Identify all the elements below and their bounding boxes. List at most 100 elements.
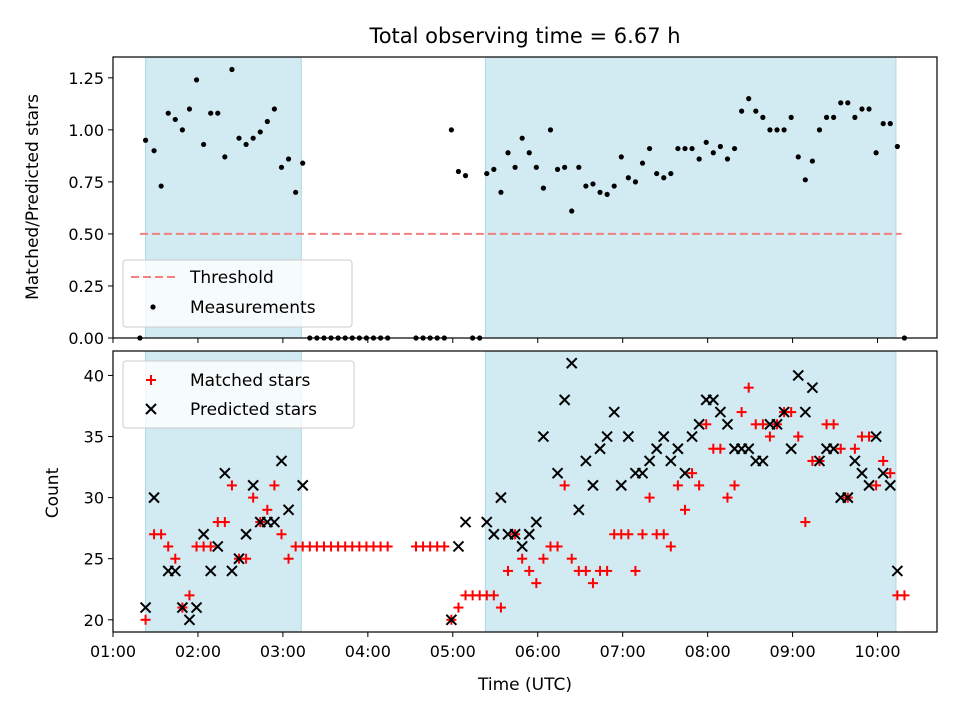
measurement-point	[809, 158, 816, 164]
legend-predicted-swatch	[145, 403, 157, 415]
measurement-point	[257, 129, 263, 135]
measurement-point	[484, 170, 490, 177]
matched-stars-point	[849, 443, 860, 454]
figure-title: Total observing time = 6.67 h	[368, 24, 680, 48]
predicted-stars-stroke	[679, 467, 691, 479]
matched-stars-point	[757, 419, 768, 430]
predicted-stars-stroke	[778, 406, 790, 418]
predicted-stars-point	[212, 540, 224, 553]
y-tick-label: 40	[84, 366, 104, 385]
y-tick-label: 35	[84, 428, 104, 447]
measurement-point	[576, 164, 582, 170]
predicted-stars-point	[863, 479, 875, 492]
measurement-point	[845, 100, 851, 106]
predicted-stars-stroke	[643, 455, 656, 467]
predicted-stars-point	[849, 455, 861, 467]
measurement-point	[781, 127, 787, 133]
matched-stars-point	[262, 504, 273, 515]
measurement-point	[689, 145, 695, 152]
measurement-point	[142, 137, 149, 143]
predicted-stars-stroke	[268, 516, 281, 528]
predicted-stars-stroke	[558, 394, 571, 406]
measurement-point	[668, 170, 674, 177]
measurement-point	[583, 183, 589, 189]
matched-stars-point	[687, 468, 698, 479]
matched-stars-point	[878, 455, 889, 466]
predicted-stars-point	[204, 565, 217, 577]
predicted-stars-stroke	[636, 467, 649, 479]
predicted-stars-stroke	[212, 540, 224, 553]
predicted-stars-point	[558, 394, 571, 406]
predicted-stars-stroke	[771, 418, 783, 431]
measurement-point	[201, 141, 207, 148]
bottom-y-axis-label: Count	[43, 467, 63, 518]
y-tick-label: 0.00	[68, 329, 104, 348]
predicted-stars-point	[169, 565, 182, 577]
measurement-point	[802, 177, 808, 183]
predicted-stars-point	[721, 418, 734, 431]
predicted-stars-stroke	[240, 528, 252, 540]
predicted-stars-point	[247, 479, 259, 492]
measurement-point	[293, 189, 299, 195]
measurement-point	[590, 181, 596, 187]
measurement-point	[264, 118, 270, 125]
predicted-stars-stroke	[884, 479, 896, 492]
matched-stars-point	[800, 517, 811, 528]
predicted-stars-point	[658, 430, 670, 443]
predicted-stars-point	[643, 455, 656, 467]
predicted-stars-stroke	[197, 528, 210, 540]
predicted-stars-point	[537, 430, 550, 443]
predicted-stars-stroke	[608, 406, 620, 418]
matched-stars-point	[672, 480, 683, 491]
predicted-stars-stroke	[190, 601, 203, 614]
matched-stars-point	[644, 492, 655, 503]
measurement-point	[767, 127, 773, 133]
measurement-point	[569, 208, 575, 214]
predicted-stars-stroke	[877, 467, 889, 479]
measurement-point	[462, 173, 469, 179]
predicted-stars-stroke	[813, 455, 826, 467]
predicted-stars-stroke	[537, 430, 550, 443]
predicted-stars-stroke	[282, 504, 295, 516]
measurement-point	[222, 154, 228, 160]
x-tick-label: 06:00	[515, 642, 561, 661]
predicted-stars-stroke	[806, 381, 819, 394]
matched-stars-point	[552, 541, 563, 552]
measurement-point	[859, 106, 865, 112]
predicted-stars-point	[891, 565, 904, 577]
predicted-stars-point	[459, 516, 472, 528]
predicted-stars-stroke	[459, 516, 472, 528]
predicted-stars-stroke	[226, 565, 238, 577]
predicted-stars-stroke	[573, 504, 585, 516]
measurement-point	[774, 127, 780, 133]
matched-stars-point	[743, 382, 754, 393]
matched-stars-point	[580, 565, 591, 576]
axes-frame	[112, 56, 938, 339]
predicted-stars-stroke	[233, 552, 245, 565]
predicted-stars-stroke	[650, 443, 663, 455]
measurement-point	[746, 96, 752, 102]
predicted-stars-point	[226, 565, 238, 577]
measurement-point	[788, 114, 794, 120]
predicted-stars-point	[856, 467, 868, 479]
predicted-stars-stroke	[799, 406, 812, 418]
predicted-stars-point	[757, 455, 769, 467]
predicted-stars-stroke	[870, 430, 882, 443]
measurement-point	[654, 170, 660, 177]
predicted-stars-stroke	[488, 528, 500, 540]
predicted-stars-point	[566, 357, 578, 369]
measurement-point	[682, 145, 688, 152]
x-tick-label: 07:00	[600, 642, 646, 661]
legend-measurement-swatch	[150, 304, 156, 310]
predicted-stars-point	[481, 516, 493, 528]
predicted-stars-point	[714, 406, 727, 418]
measurement-point	[696, 156, 702, 162]
predicted-stars-stroke	[530, 516, 543, 528]
predicted-stars-point	[445, 614, 458, 626]
legend-box	[122, 360, 355, 429]
legend-predicted-label: Predicted stars	[190, 400, 317, 420]
predicted-stars-stroke	[169, 565, 182, 577]
predicted-stars-point	[870, 430, 882, 443]
predicted-stars-point	[672, 443, 684, 455]
